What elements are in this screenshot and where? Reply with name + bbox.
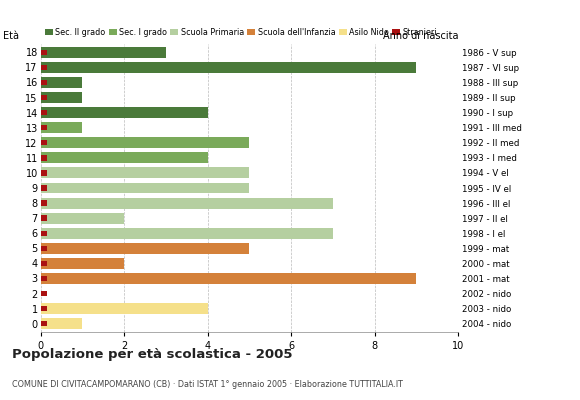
Bar [41,318,82,329]
Bar [41,243,249,254]
Bar [41,65,48,70]
Bar [41,230,48,236]
Bar [41,321,48,326]
Bar [41,122,82,133]
Bar [41,228,333,239]
Bar [41,258,124,269]
Bar [41,273,416,284]
Bar [41,168,249,178]
Bar [41,47,166,58]
Bar [41,306,48,311]
Bar [41,182,249,194]
Bar [41,200,48,206]
Text: Anno di nascita: Anno di nascita [383,31,458,41]
Bar [41,95,48,100]
Bar [41,152,208,163]
Bar [41,185,48,191]
Bar [41,92,82,103]
Bar [41,110,48,115]
Bar [41,62,416,73]
Bar [41,50,48,55]
Bar [41,137,249,148]
Bar [41,261,48,266]
Bar [41,291,48,296]
Bar [41,125,48,130]
Bar [41,107,208,118]
Bar [41,140,48,146]
Legend: Sec. II grado, Sec. I grado, Scuola Primaria, Scuola dell'Infanzia, Asilo Nido, : Sec. II grado, Sec. I grado, Scuola Prim… [45,28,437,37]
Bar [41,303,208,314]
Bar [41,246,48,251]
Bar [41,198,333,208]
Bar [41,276,48,281]
Bar [41,77,82,88]
Bar [41,213,124,224]
Text: COMUNE DI CIVITACAMPOMARANO (CB) · Dati ISTAT 1° gennaio 2005 · Elaborazione TUT: COMUNE DI CIVITACAMPOMARANO (CB) · Dati … [12,380,403,389]
Text: Età: Età [3,31,19,41]
Bar [41,80,48,85]
Bar [41,216,48,221]
Bar [41,170,48,176]
Text: Popolazione per età scolastica - 2005: Popolazione per età scolastica - 2005 [12,348,292,361]
Bar [41,155,48,160]
